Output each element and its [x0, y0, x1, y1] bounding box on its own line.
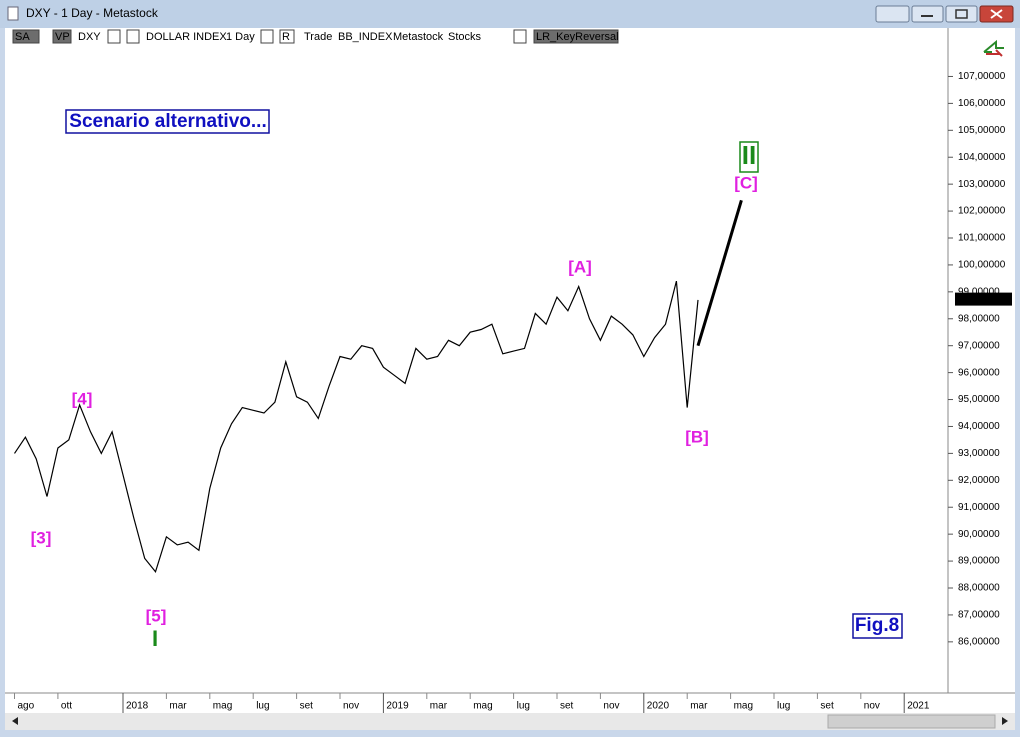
wave-label: [C] — [734, 173, 758, 192]
wave-box — [739, 141, 759, 173]
toolbar-item: LR_KeyReversal — [536, 31, 619, 43]
window-icon — [7, 6, 19, 21]
wave-label: [5] — [146, 606, 167, 625]
scroll-right[interactable] — [1002, 717, 1008, 725]
wave-label: [3] — [31, 528, 52, 547]
maximize-button[interactable] — [945, 5, 978, 23]
x-tick-label: set — [820, 701, 834, 712]
x-tick-label: lug — [517, 701, 530, 712]
scroll-left[interactable] — [12, 717, 18, 725]
toolbar-item: DOLLAR INDEX — [146, 31, 227, 43]
x-tick-label: 2019 — [386, 701, 409, 712]
y-tick-label: 91,00000 — [958, 502, 1000, 513]
toolbar-button[interactable] — [52, 29, 72, 44]
price-line — [14, 280, 699, 574]
x-tick-label: nov — [603, 701, 619, 712]
toolbar-item: R — [282, 31, 290, 43]
y-tick-label: 97,00000 — [958, 340, 1000, 351]
y-tick-label: 103,00000 — [958, 179, 1006, 190]
toolbar-item: BB_INDEX — [338, 31, 393, 43]
x-tick-label: 2018 — [126, 701, 149, 712]
x-tick-label: nov — [864, 701, 880, 712]
tool-icon[interactable] — [983, 39, 1004, 53]
toolbar-button[interactable] — [12, 29, 40, 44]
y-tick-label: 93,00000 — [958, 448, 1000, 459]
chart-area — [5, 28, 1015, 730]
x-tick-label: mar — [430, 701, 448, 712]
y-tick-label: 101,00000 — [958, 233, 1006, 244]
wave-label: [B] — [685, 427, 709, 446]
y-tick-label: 98,00000 — [958, 313, 1000, 324]
last-value-label: 98,74900 — [958, 293, 1000, 304]
scroll-thumb[interactable] — [827, 714, 996, 729]
toolbar-item: 1 Day — [226, 31, 255, 43]
x-tick-label: mar — [169, 701, 187, 712]
toolbar-item: Trade — [304, 31, 332, 43]
projection-line — [696, 199, 743, 347]
y-tick-label: 90,00000 — [958, 529, 1000, 540]
x-tick-label: mag — [473, 701, 492, 712]
last-value-tag — [955, 292, 1012, 306]
x-tick-label: lug — [256, 701, 269, 712]
note-text: Scenario alternativo... — [69, 111, 266, 132]
toolbar-item: SA — [15, 31, 30, 43]
y-tick-label: 94,00000 — [958, 421, 1000, 432]
toolbar-control[interactable] — [260, 29, 274, 44]
note-text: Fig.8 — [855, 615, 899, 636]
toolbar-control[interactable] — [513, 29, 527, 44]
y-tick-label: 106,00000 — [958, 98, 1006, 109]
toolbar-control[interactable] — [107, 29, 121, 44]
note-box — [852, 613, 903, 639]
restore-button[interactable] — [875, 5, 910, 23]
toolbar-item: Stocks — [448, 31, 482, 43]
y-tick-label: 107,00000 — [958, 71, 1006, 82]
x-tick-label: ott — [61, 701, 72, 712]
minimize-button[interactable] — [911, 5, 944, 23]
y-tick-label: 88,00000 — [958, 583, 1000, 594]
x-tick-label: lug — [777, 701, 790, 712]
y-tick-label: 96,00000 — [958, 367, 1000, 378]
wave-label: [4] — [72, 389, 93, 408]
x-tick-label: mar — [690, 701, 708, 712]
toolbar-button[interactable] — [279, 29, 295, 44]
window-title: DXY - 1 Day - Metastock — [26, 6, 159, 20]
y-tick-label: 105,00000 — [958, 125, 1006, 136]
close-glyph — [990, 9, 1003, 19]
x-tick-label: mag — [213, 701, 232, 712]
y-tick-label: 104,00000 — [958, 152, 1006, 163]
y-tick-label: 87,00000 — [958, 610, 1000, 621]
note-box — [65, 109, 270, 134]
x-tick-label: 2021 — [907, 701, 930, 712]
toolbar-item: VP — [55, 31, 70, 43]
x-tick-label: 2020 — [647, 701, 670, 712]
y-tick-label: 89,00000 — [958, 556, 1000, 567]
wave-label: I — [152, 626, 158, 651]
toolbar-button[interactable] — [533, 29, 619, 44]
y-tick-label: 92,00000 — [958, 475, 1000, 486]
toolbar-item: DXY — [78, 31, 101, 43]
y-tick-label: 99,00000 — [958, 286, 1000, 297]
wave-label: II — [742, 140, 756, 170]
x-tick-label: set — [560, 701, 574, 712]
toolbar-item: Metastock — [393, 31, 444, 43]
x-tick-label: nov — [343, 701, 359, 712]
y-tick-label: 95,00000 — [958, 394, 1000, 405]
x-tick-label: ago — [18, 701, 35, 712]
y-tick-label: 100,00000 — [958, 260, 1006, 271]
y-tick-label: 102,00000 — [958, 206, 1006, 217]
y-tick-label: 86,00000 — [958, 636, 1000, 647]
scrollbar[interactable] — [5, 713, 1015, 730]
maximize-glyph — [955, 9, 968, 19]
wave-label: [A] — [568, 257, 592, 276]
toolbar-control[interactable] — [126, 29, 140, 44]
x-tick-label: mag — [734, 701, 753, 712]
tool-icon[interactable] — [986, 49, 1003, 57]
title-bar — [0, 0, 1020, 28]
x-tick-label: set — [300, 701, 314, 712]
